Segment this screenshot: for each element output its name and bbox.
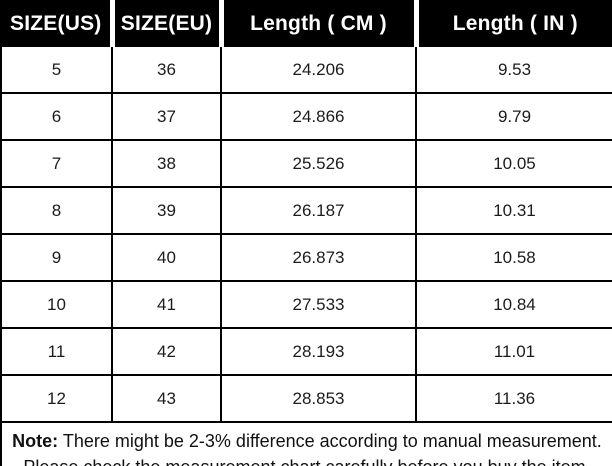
table-body: 5 36 24.206 9.53 6 37 24.866 9.79 7 38 2… [0,45,612,466]
table-header: SIZE(US) SIZE(EU) Length ( CM ) Length (… [1,1,612,46]
table-row: 5 36 24.206 9.53 [0,45,612,94]
cell-size-us: 6 [0,92,113,141]
table-row: 11 42 28.193 11.01 [0,327,612,376]
header-cell-length-cm: Length ( CM ) [218,1,416,46]
cell-length-in: 9.53 [415,45,612,94]
table-row: 6 37 24.866 9.79 [0,92,612,141]
cell-length-in: 11.01 [415,327,612,376]
cell-size-eu: 38 [111,139,222,188]
table-row: 8 39 26.187 10.31 [0,186,612,235]
cell-size-us: 7 [0,139,113,188]
table-row: 10 41 27.533 10.84 [0,280,612,329]
cell-size-eu: 43 [111,374,222,423]
cell-length-in: 10.05 [415,139,612,188]
cell-size-eu: 40 [111,233,222,282]
table-row: 12 43 28.853 11.36 [0,374,612,423]
header-row: SIZE(US) SIZE(EU) Length ( CM ) Length (… [1,1,612,46]
cell-size-eu: 41 [111,280,222,329]
cell-length-cm: 28.193 [220,327,417,376]
note-text-1: There might be 2-3% difference according… [58,431,602,451]
cell-length-cm: 24.206 [220,45,417,94]
cell-size-eu: 36 [111,45,222,94]
cell-size-eu: 39 [111,186,222,235]
cell-length-cm: 26.873 [220,233,417,282]
cell-size-us: 8 [0,186,113,235]
cell-length-in: 10.31 [415,186,612,235]
cell-size-us: 11 [0,327,113,376]
cell-length-cm: 27.533 [220,280,417,329]
cell-size-us: 12 [0,374,113,423]
cell-length-in: 10.84 [415,280,612,329]
note-row: Note: There might be 2-3% difference acc… [0,421,612,466]
cell-length-in: 11.36 [415,374,612,423]
cell-size-us: 5 [0,45,113,94]
table-row: 7 38 25.526 10.05 [0,139,612,188]
cell-length-in: 9.79 [415,92,612,141]
cell-size-us: 10 [0,280,113,329]
cell-length-cm: 25.526 [220,139,417,188]
header-cell-size-eu: SIZE(EU) [109,1,221,46]
cell-length-cm: 24.866 [220,92,417,141]
note-label: Note: [12,431,59,451]
cell-length-cm: 28.853 [220,374,417,423]
cell-size-us: 9 [0,233,113,282]
cell-length-cm: 26.187 [220,186,417,235]
cell-length-in: 10.58 [415,233,612,282]
cell-size-eu: 37 [111,92,222,141]
header-cell-length-in: Length ( IN ) [413,1,612,46]
note-line-2: Please check the measurement chart caref… [6,454,608,466]
cell-size-eu: 42 [111,327,222,376]
table-row: 9 40 26.873 10.58 [0,233,612,282]
note-line-1: Note: There might be 2-3% difference acc… [6,428,608,454]
note-cell: Note: There might be 2-3% difference acc… [0,421,612,466]
header-cell-size-us: SIZE(US) [1,1,112,46]
